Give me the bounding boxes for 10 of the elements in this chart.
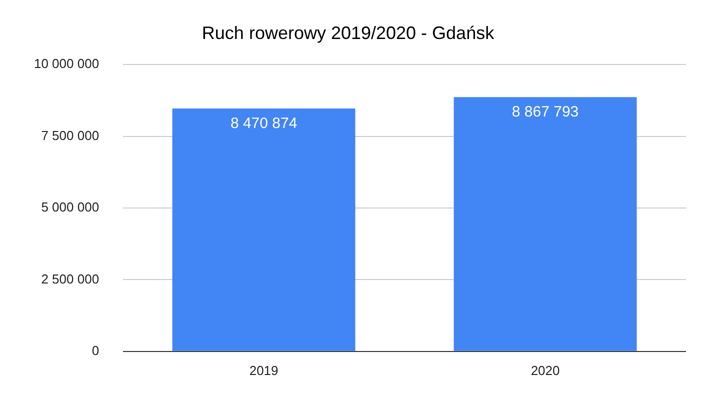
y-tick-label: 5 000 000	[41, 200, 100, 215]
x-tick-label: 2019	[249, 362, 278, 378]
y-tick-label: 7 500 000	[41, 128, 100, 143]
data-label: 8 867 793	[512, 104, 579, 121]
chart-title: Ruch rowerowy 2019/2020 - Gdańsk	[202, 22, 496, 43]
y-tick-label: 10 000 000	[34, 56, 100, 72]
x-tick-label: 2020	[530, 362, 560, 378]
y-tick-label: 2 500 000	[41, 271, 100, 286]
data-label: 8 470 874	[230, 115, 298, 132]
y-tick-label: 0	[92, 342, 100, 358]
